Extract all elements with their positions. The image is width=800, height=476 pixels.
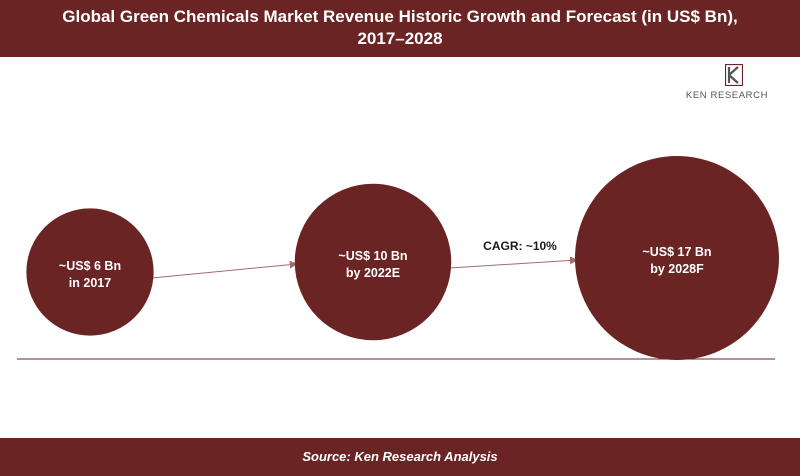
title-line-1: Global Green Chemicals Market Revenue Hi… bbox=[62, 7, 738, 26]
ken-research-logo-icon bbox=[725, 64, 743, 86]
ken-research-logo: KEN RESEARCH bbox=[660, 64, 794, 104]
bubble-year-label: by 2028F bbox=[650, 262, 704, 276]
source-note: Source: Ken Research Analysis bbox=[0, 438, 800, 476]
bubble-value-label: ~US$ 17 Bn bbox=[642, 245, 711, 259]
bubble-year-label: in 2017 bbox=[69, 276, 111, 290]
logo-text: KEN RESEARCH bbox=[685, 90, 769, 101]
bubble-year-label: by 2022E bbox=[346, 266, 400, 280]
bubble-2017 bbox=[26, 208, 154, 336]
bubble-value-label: ~US$ 10 Bn bbox=[338, 249, 407, 263]
bubble-value-label: ~US$ 6 Bn bbox=[59, 259, 121, 273]
cagr-annotation: CAGR: ~10% bbox=[483, 239, 557, 253]
chart-title: Global Green Chemicals Market Revenue Hi… bbox=[0, 0, 800, 57]
title-line-2: 2017–2028 bbox=[357, 29, 443, 48]
bubble-2028f bbox=[575, 156, 779, 360]
bubble-2022e bbox=[294, 183, 452, 341]
growth-arrow bbox=[151, 260, 298, 279]
growth-arrow bbox=[449, 256, 578, 269]
